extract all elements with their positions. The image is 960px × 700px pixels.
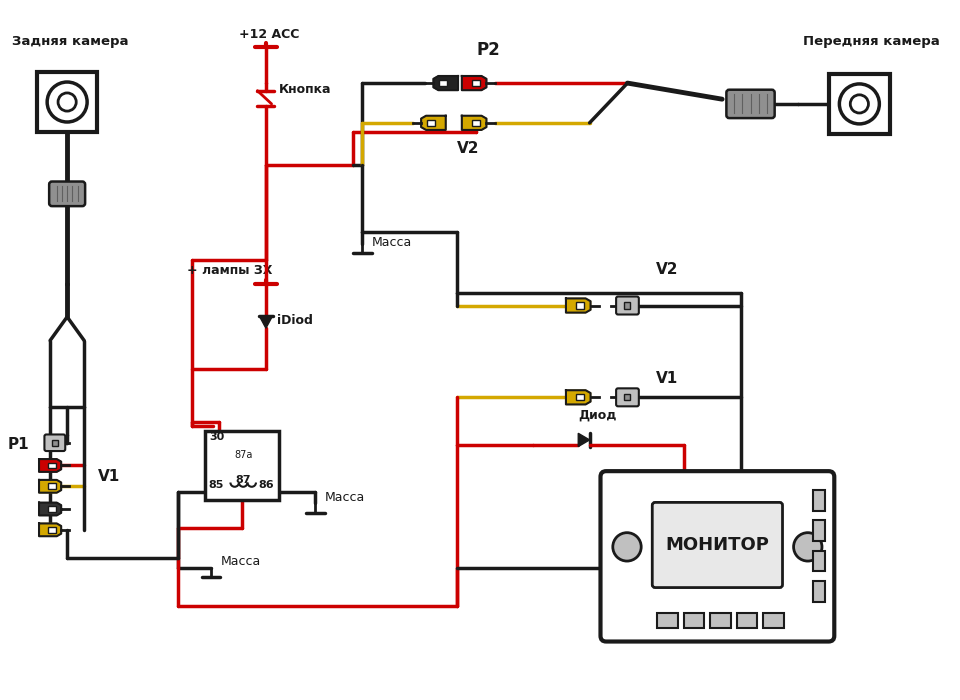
Polygon shape	[433, 76, 458, 90]
Polygon shape	[578, 433, 589, 447]
Bar	[624, 394, 631, 400]
Bar	[52, 440, 59, 446]
Bar	[576, 394, 585, 400]
Bar	[426, 120, 435, 126]
Polygon shape	[566, 390, 590, 405]
Text: +12 ACC: +12 ACC	[239, 28, 300, 41]
FancyBboxPatch shape	[44, 435, 65, 451]
FancyBboxPatch shape	[616, 297, 638, 314]
Text: Задняя камера: Задняя камера	[12, 35, 129, 48]
Polygon shape	[462, 116, 487, 130]
Bar	[763, 613, 783, 629]
Text: 87: 87	[235, 475, 252, 484]
Bar	[812, 490, 825, 511]
Bar	[812, 520, 825, 541]
Bar	[736, 613, 757, 629]
Text: + лампы ЗХ: + лампы ЗХ	[187, 265, 273, 277]
Bar	[812, 551, 825, 571]
Polygon shape	[566, 298, 590, 313]
Polygon shape	[39, 503, 61, 515]
Bar	[624, 302, 631, 309]
FancyBboxPatch shape	[601, 471, 834, 641]
Text: V1: V1	[656, 371, 678, 386]
Text: V2: V2	[656, 262, 679, 277]
Bar	[710, 613, 731, 629]
Polygon shape	[462, 76, 487, 90]
Circle shape	[794, 533, 822, 561]
Circle shape	[839, 84, 879, 124]
Text: Масса: Масса	[324, 491, 365, 505]
Text: 87a: 87a	[234, 450, 253, 460]
Bar	[48, 484, 56, 489]
Polygon shape	[39, 480, 61, 493]
Text: Масса: Масса	[221, 555, 261, 568]
Text: Диод: Диод	[578, 408, 616, 421]
Text: P1: P1	[8, 438, 29, 452]
Text: 85: 85	[208, 480, 224, 490]
Circle shape	[47, 82, 87, 122]
FancyBboxPatch shape	[616, 389, 638, 406]
FancyBboxPatch shape	[49, 181, 85, 206]
Text: iDiod: iDiod	[277, 314, 313, 328]
Text: P2: P2	[476, 41, 500, 59]
Bar	[829, 74, 890, 134]
Text: МОНИТОР: МОНИТОР	[665, 536, 769, 554]
Circle shape	[851, 94, 869, 113]
Circle shape	[58, 93, 76, 111]
Text: 86: 86	[258, 480, 274, 490]
Text: V1: V1	[97, 468, 120, 484]
Polygon shape	[39, 459, 61, 472]
Bar	[48, 527, 56, 533]
Circle shape	[612, 533, 641, 561]
Bar	[439, 80, 447, 86]
Text: Кнопка: Кнопка	[279, 83, 331, 96]
Polygon shape	[421, 116, 445, 130]
Polygon shape	[259, 316, 273, 328]
Bar	[812, 581, 825, 602]
Bar	[48, 463, 56, 468]
Bar	[471, 80, 480, 86]
Polygon shape	[39, 524, 61, 536]
Bar	[48, 506, 56, 512]
FancyBboxPatch shape	[727, 90, 775, 118]
Text: Передняя камера: Передняя камера	[803, 35, 939, 48]
Bar	[657, 613, 678, 629]
Bar	[36, 71, 97, 132]
Text: Масса: Масса	[372, 236, 412, 249]
Text: 30: 30	[209, 432, 225, 442]
Bar	[471, 120, 480, 126]
FancyBboxPatch shape	[652, 503, 782, 587]
Bar	[576, 302, 585, 309]
Bar	[684, 613, 705, 629]
Bar	[205, 431, 279, 500]
Text: V2: V2	[457, 141, 480, 156]
